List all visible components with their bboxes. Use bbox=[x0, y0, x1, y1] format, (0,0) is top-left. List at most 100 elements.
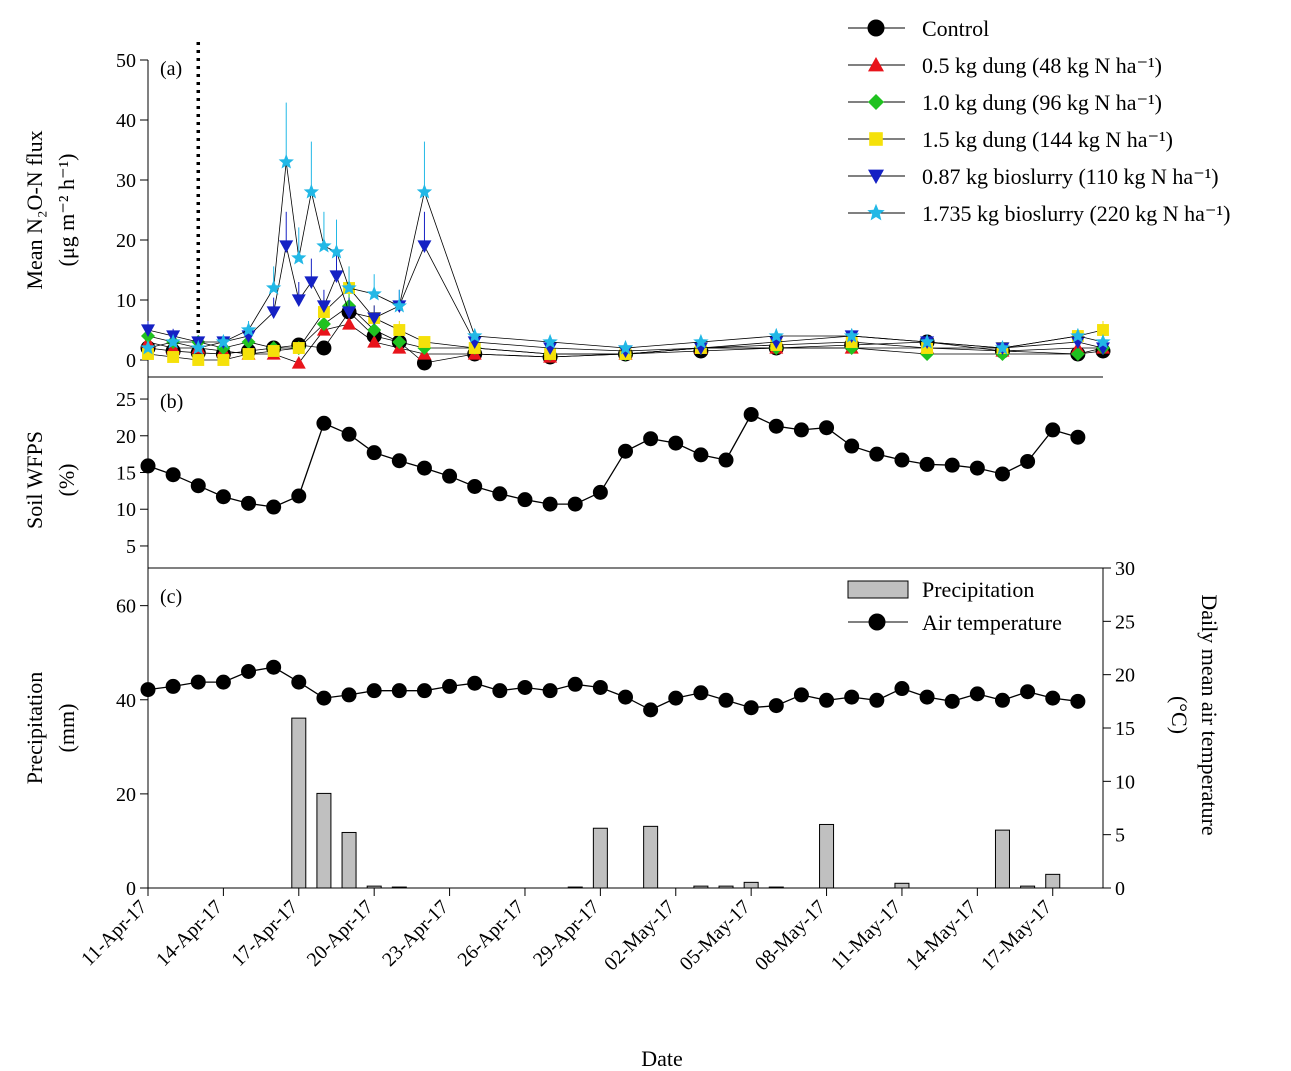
temperature-point bbox=[819, 692, 835, 708]
data-point bbox=[367, 312, 382, 325]
data-point bbox=[367, 335, 382, 348]
data-point bbox=[217, 354, 230, 366]
wfps-point bbox=[165, 467, 181, 483]
data-point bbox=[391, 297, 407, 313]
wfps-point bbox=[215, 489, 231, 505]
wfps-point bbox=[542, 496, 558, 512]
temperature-line bbox=[147, 666, 1078, 711]
legend-marker bbox=[867, 203, 885, 221]
wfps-line bbox=[147, 413, 1079, 508]
wfps-point bbox=[341, 426, 357, 442]
panel-b-ylabel-2: (%) bbox=[54, 464, 79, 497]
data-point bbox=[392, 335, 407, 349]
y-tick-label: 15 bbox=[116, 463, 136, 485]
wfps-point bbox=[894, 452, 910, 468]
date-tick-label: 26-Apr-17 bbox=[454, 896, 529, 971]
temperature-point bbox=[442, 678, 458, 694]
panel-c: (c) Precipitation (mm) Daily mean air te… bbox=[22, 558, 1222, 900]
data-point bbox=[291, 294, 306, 307]
data-point bbox=[304, 276, 319, 289]
date-tick-label: 29-Apr-17 bbox=[529, 896, 604, 971]
panel-a-yticks: 0 10 20 30 40 50 bbox=[116, 50, 148, 372]
temperature-point bbox=[718, 692, 734, 708]
series-line bbox=[147, 287, 1104, 361]
temperature-point bbox=[241, 663, 257, 679]
wfps-point bbox=[190, 478, 206, 494]
legend-item-0-5-kg-dung-48-kg-n-ha: 0.5 kg dung (48 kg N ha⁻¹) bbox=[848, 53, 1162, 78]
date-tick-label: 11-May-17 bbox=[827, 896, 906, 975]
data-point bbox=[165, 333, 181, 349]
wfps-point bbox=[391, 453, 407, 469]
data-point bbox=[190, 339, 206, 355]
wfps-point bbox=[592, 484, 608, 500]
legend-item-0-87-kg-bioslurry-110-kg-n-ha: 0.87 kg bioslurry (110 kg N ha⁻¹) bbox=[848, 164, 1219, 189]
wfps-point bbox=[618, 443, 633, 459]
data-point bbox=[278, 153, 294, 169]
legend-marker bbox=[868, 169, 884, 184]
precipitation-bar bbox=[567, 886, 583, 889]
temperature-point bbox=[140, 682, 156, 698]
wfps-point bbox=[1045, 422, 1061, 438]
temperature-point bbox=[618, 689, 633, 705]
date-tick-label: 17-Apr-17 bbox=[227, 896, 302, 971]
legend-item-air-temperature: Air temperature bbox=[848, 610, 1062, 635]
data-point bbox=[292, 342, 305, 354]
temperature-point bbox=[467, 675, 483, 691]
wfps-point bbox=[316, 415, 332, 431]
precipitation-bar bbox=[894, 882, 910, 889]
series-line bbox=[147, 323, 1103, 364]
data-point bbox=[266, 279, 282, 295]
panel-b-yticks: 5 10 15 20 25 bbox=[116, 389, 148, 558]
data-point bbox=[367, 323, 382, 337]
y-tick-label: 20 bbox=[116, 230, 136, 252]
panel-c-label: (c) bbox=[160, 586, 182, 608]
panel-c-yticks: 0 20 40 60 bbox=[116, 596, 148, 900]
data-point bbox=[279, 240, 294, 253]
data-point bbox=[192, 354, 205, 366]
data-point bbox=[342, 317, 357, 330]
data-point bbox=[693, 333, 709, 349]
data-point bbox=[844, 327, 860, 343]
y2-tick-label: 30 bbox=[1115, 558, 1135, 580]
y2-tick-label: 0 bbox=[1115, 878, 1125, 900]
y-tick-label: 20 bbox=[116, 784, 136, 806]
panel-a: (a) Mean N₂O-N flux (μg m⁻² h⁻¹) 0 10 20 30… bbox=[22, 16, 1230, 378]
temperature-point bbox=[994, 692, 1010, 708]
legend-marker bbox=[869, 132, 883, 146]
precipitation-bar bbox=[994, 829, 1010, 889]
temperature-point bbox=[668, 690, 684, 706]
y-tick-label: 60 bbox=[116, 596, 136, 618]
temperature-point bbox=[492, 683, 508, 699]
data-point bbox=[303, 183, 319, 199]
date-axis-ticks: 11-Apr-17 14-Apr-17 17-Apr-17 20-Apr-17 23-A… bbox=[77, 888, 1056, 975]
legend-label: 1.735 kg bioslurry (220 kg N ha⁻¹) bbox=[922, 201, 1230, 226]
precipitation-bar bbox=[291, 717, 307, 889]
data-point bbox=[240, 321, 257, 337]
legend-item-1-735-kg-bioslurry-220-kg-n-ha: 1.735 kg bioslurry (220 kg N ha⁻¹) bbox=[848, 201, 1230, 226]
date-tick-label: 08-May-17 bbox=[751, 896, 830, 975]
data-point bbox=[140, 339, 156, 355]
date-tick-label: 11-Apr-17 bbox=[77, 896, 151, 970]
legend-label: 1.5 kg dung (144 kg N ha⁻¹) bbox=[922, 127, 1173, 152]
wfps-point bbox=[643, 431, 659, 447]
data-point bbox=[417, 240, 432, 253]
precipitation-bar bbox=[592, 827, 608, 889]
y-tick-label: 0 bbox=[126, 878, 136, 900]
series-1-735-kg-bioslurry-220-kg-n-ha bbox=[140, 102, 1111, 355]
legend-swatch bbox=[847, 580, 909, 599]
date-tick-label: 23-Apr-17 bbox=[378, 896, 453, 971]
data-point bbox=[342, 306, 357, 319]
wfps-point bbox=[718, 452, 734, 468]
temperature-point bbox=[366, 683, 382, 699]
x-axis-title: Date bbox=[641, 1046, 683, 1071]
y-tick-label: 20 bbox=[116, 426, 136, 448]
wfps-point bbox=[241, 495, 257, 511]
data-point bbox=[291, 356, 306, 369]
temperature-point bbox=[944, 693, 960, 709]
temperature-point bbox=[190, 674, 206, 690]
y2-tick-label: 10 bbox=[1115, 771, 1135, 793]
panel-b-label: (b) bbox=[160, 391, 183, 413]
data-point bbox=[768, 327, 784, 343]
precipitation-bar bbox=[693, 885, 709, 889]
temperature-point bbox=[341, 687, 357, 703]
